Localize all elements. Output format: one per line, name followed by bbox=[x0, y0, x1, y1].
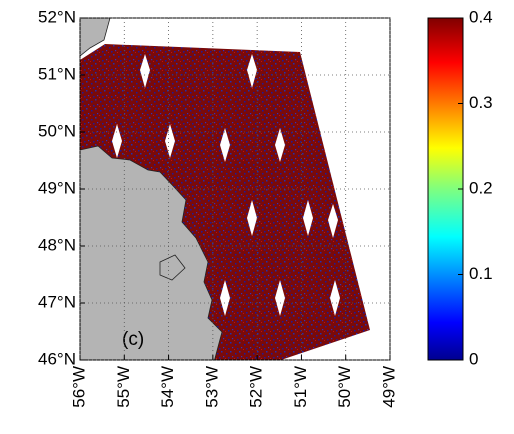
lat-tick-label: 51°N bbox=[38, 64, 76, 83]
colorbar-tick-label: 0.3 bbox=[469, 93, 493, 112]
lat-tick-label: 50°N bbox=[38, 121, 76, 140]
lat-tick-label: 46°N bbox=[38, 349, 76, 368]
lat-tick-label: 47°N bbox=[38, 292, 76, 311]
colorbar-tick-label: 0 bbox=[469, 349, 478, 368]
land bbox=[80, 18, 111, 57]
panel-label: (c) bbox=[122, 329, 144, 350]
lon-tick-label: 56°W bbox=[69, 366, 88, 408]
lat-tick-label: 52°N bbox=[38, 7, 76, 26]
map-layers bbox=[80, 18, 370, 360]
gaps bbox=[112, 54, 340, 316]
lon-tick-label: 50°W bbox=[335, 366, 354, 408]
lat-tick-label: 48°N bbox=[38, 235, 76, 254]
land bbox=[80, 145, 223, 360]
lon-tick-label: 51°W bbox=[291, 366, 310, 408]
colorbar-tick-label: 0.2 bbox=[469, 178, 493, 197]
colorbar-tick-label: 0.4 bbox=[469, 7, 493, 26]
lon-tick-label: 52°W bbox=[247, 366, 266, 408]
land bbox=[159, 254, 186, 281]
lat-tick-label: 49°N bbox=[38, 178, 76, 197]
colorbar bbox=[427, 17, 464, 361]
lon-tick-label: 54°W bbox=[158, 366, 177, 408]
lon-tick-label: 49°W bbox=[379, 366, 398, 408]
colorbar-tick-label: 0.1 bbox=[469, 264, 493, 283]
lon-tick-label: 55°W bbox=[114, 366, 133, 408]
lon-tick-label: 53°W bbox=[202, 366, 221, 408]
